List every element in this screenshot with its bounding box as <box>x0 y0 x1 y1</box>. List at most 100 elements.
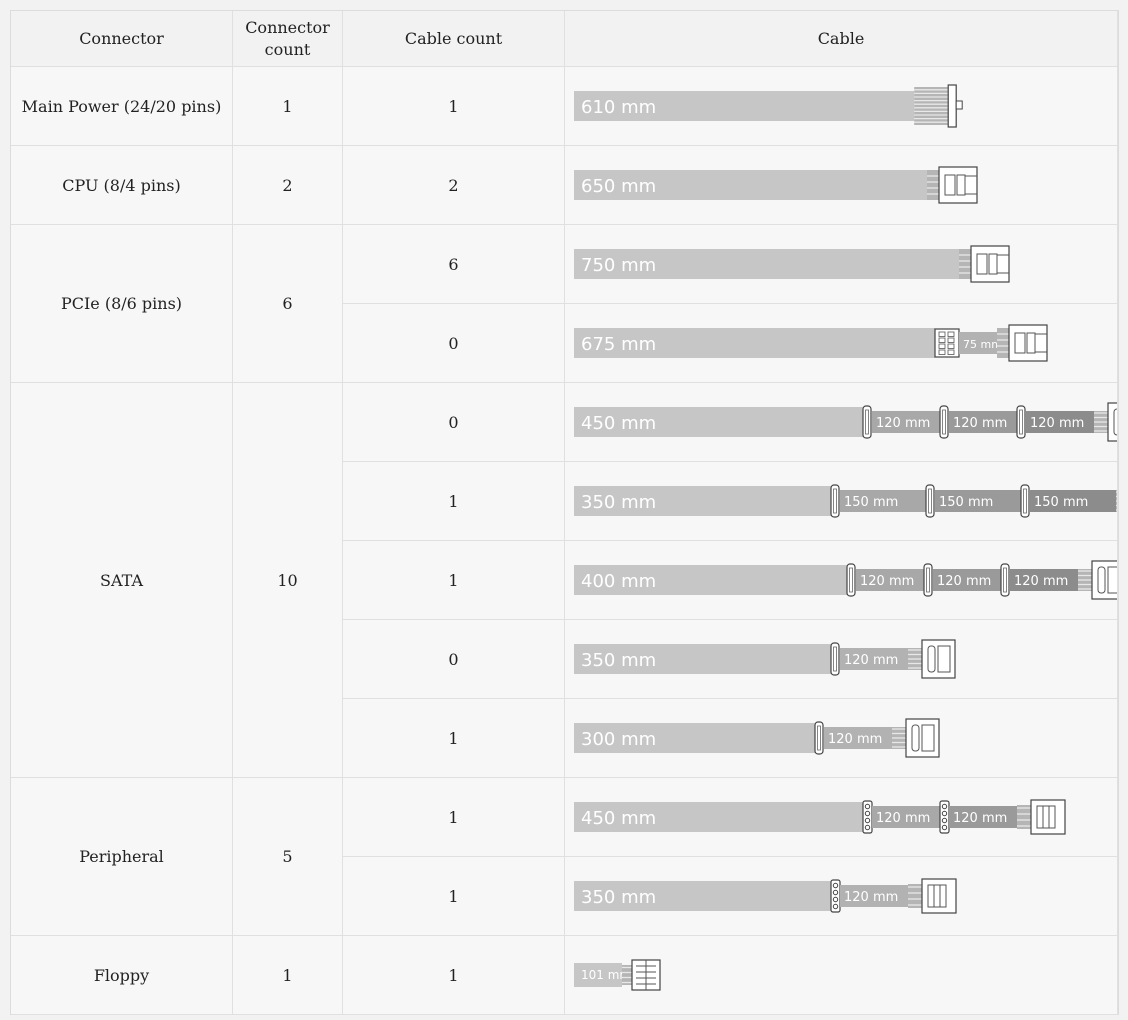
cable-extension-segment <box>840 885 908 907</box>
connector-name-cell: Floppy <box>11 936 233 1015</box>
cable-base-segment <box>574 91 915 121</box>
connector-count-cell-text: 1 <box>282 965 293 985</box>
cable-count-cell-text: 1 <box>448 491 459 511</box>
molex-inline-connector-icon <box>862 800 873 834</box>
cable-count-cell: 1 <box>343 541 565 620</box>
cable-base-length-label: 350 mm <box>581 492 656 513</box>
connector-count-cell-text: 5 <box>282 847 293 866</box>
cable-base-segment <box>574 802 863 832</box>
pcie-connector-icon <box>959 245 1010 283</box>
cable-count-cell-text: 1 <box>448 728 459 748</box>
pcie-connector-icon <box>997 324 1048 362</box>
cable-diagram: 450 mm 120 mm 120 mm 120 mm <box>574 402 1117 442</box>
cable-base-segment <box>574 328 935 358</box>
cable-base-length-label: 300 mm <box>581 729 656 750</box>
cable-base-length-label: 450 mm <box>581 413 656 434</box>
sata-inline-connector-icon <box>939 405 949 439</box>
connector-count-cell: 1 <box>233 936 343 1015</box>
cable-diagram-cell: 750 mm <box>565 225 1118 304</box>
cable-diagram: 750 mm <box>574 245 1010 283</box>
cable-extension-length-label: 75 mm <box>963 338 1002 351</box>
sata-inline-connector-icon <box>923 563 933 597</box>
cable-extension-segment <box>1010 569 1078 591</box>
cable-base-length-label: 450 mm <box>581 808 656 829</box>
cable-base-segment <box>574 249 959 279</box>
sata-connector-icon <box>1094 402 1117 442</box>
molex-inline-connector-icon <box>830 879 841 913</box>
cable-diagram-cell: 101 mm <box>565 936 1118 1015</box>
cable-count-cell: 1 <box>343 778 565 857</box>
cable-extension-length-label: 120 mm <box>953 416 1007 431</box>
cable-extension-length-label: 120 mm <box>937 574 991 589</box>
connector-name-cell-text: Floppy <box>93 965 150 985</box>
header-cable: Cable <box>565 11 1118 67</box>
cable-extension-segment <box>959 332 997 354</box>
sata-inline-connector-icon <box>1016 405 1026 439</box>
connector-count-cell: 10 <box>233 383 343 778</box>
sata-inline-connector-icon <box>814 721 824 755</box>
cable-base-segment <box>574 486 831 516</box>
sata-inline-connector-icon <box>862 405 872 439</box>
cable-diagram: 350 mm 120 mm <box>574 878 957 914</box>
cable-extension-length-label: 120 mm <box>953 811 1007 826</box>
cable-extension-length-label: 120 mm <box>876 811 930 826</box>
eps-connector-icon <box>927 166 978 204</box>
cable-count-cell-text: 2 <box>448 175 459 195</box>
connector-count-cell-text: 6 <box>282 294 293 313</box>
cable-count-cell-text: 0 <box>448 412 459 432</box>
connector-name-cell-text: Peripheral <box>79 847 164 866</box>
connector-name-cell-text: CPU (8/4 pins) <box>62 175 181 195</box>
cable-diagram-cell: 450 mm 120 mm 120 mm 120 mm <box>565 383 1118 462</box>
header-cable-count-text: Cable count <box>404 28 503 48</box>
cable-extension-segment <box>935 490 1021 512</box>
cable-base-length-label: 350 mm <box>581 650 656 671</box>
cable-count-cell: 1 <box>343 857 565 936</box>
cable-diagram: 400 mm 120 mm 120 mm 120 mm <box>574 560 1117 600</box>
sata-inline-connector-icon <box>830 642 840 676</box>
cable-count-cell: 6 <box>343 225 565 304</box>
cable-base-segment <box>574 963 622 987</box>
cable-extension-length-label: 120 mm <box>1014 574 1068 589</box>
connector-name-cell: SATA <box>11 383 233 778</box>
header-connector-count: Connector count <box>233 11 343 67</box>
cable-diagram-cell: 610 mm <box>565 67 1118 146</box>
floppy-connector-icon <box>622 959 661 991</box>
connector-count-cell-text: 1 <box>282 96 293 116</box>
sata-connector-icon <box>908 639 956 679</box>
cable-extension-segment <box>949 806 1017 828</box>
cable-diagram: 300 mm 120 mm <box>574 718 940 758</box>
connector-name-cell-text: SATA <box>100 570 143 590</box>
cable-diagram: 350 mm 120 mm <box>574 639 956 679</box>
cable-count-cell-text: 1 <box>448 965 459 985</box>
cable-extension-length-label: 150 mm <box>844 495 898 510</box>
cable-count-cell-text: 1 <box>448 96 459 116</box>
cable-count-cell: 1 <box>343 462 565 541</box>
cable-spec-table: Connector Connector count Cable count Cable… <box>10 10 1119 1015</box>
cable-extension-segment <box>872 411 940 433</box>
cable-base-segment <box>574 881 831 911</box>
cable-extension-segment <box>872 806 940 828</box>
connector-name-cell-text: PCIe (8/6 pins) <box>60 294 183 313</box>
cable-extension-length-label: 150 mm <box>1034 495 1088 510</box>
connector-name-cell: Main Power (24/20 pins) <box>11 67 233 146</box>
cable-base-length-label: 750 mm <box>581 255 656 276</box>
header-cable-text: Cable <box>817 28 865 48</box>
connector-count-cell: 1 <box>233 67 343 146</box>
connector-name-cell-text: Main Power (24/20 pins) <box>21 96 222 116</box>
cable-diagram-cell: 450 mm 120 mm 120 mm <box>565 778 1118 857</box>
cable-count-cell: 1 <box>343 67 565 146</box>
cable-base-length-label: 101 mm <box>581 968 631 982</box>
cable-count-cell-text: 1 <box>448 807 459 827</box>
cable-extension-segment <box>933 569 1001 591</box>
sata-inline-connector-icon <box>1000 563 1010 597</box>
molex-connector-icon <box>1017 799 1066 835</box>
pcie-8pin-inline-connector-icon <box>934 328 960 358</box>
cable-count-cell-text: 1 <box>448 570 459 590</box>
cable-diagram: 650 mm <box>574 166 978 204</box>
header-cable-count: Cable count <box>343 11 565 67</box>
cable-base-segment <box>574 170 927 200</box>
cable-base-length-label: 400 mm <box>581 571 656 592</box>
cable-base-segment <box>574 723 815 753</box>
cable-diagram-cell: 650 mm <box>565 146 1118 225</box>
cable-extension-length-label: 120 mm <box>1030 416 1084 431</box>
